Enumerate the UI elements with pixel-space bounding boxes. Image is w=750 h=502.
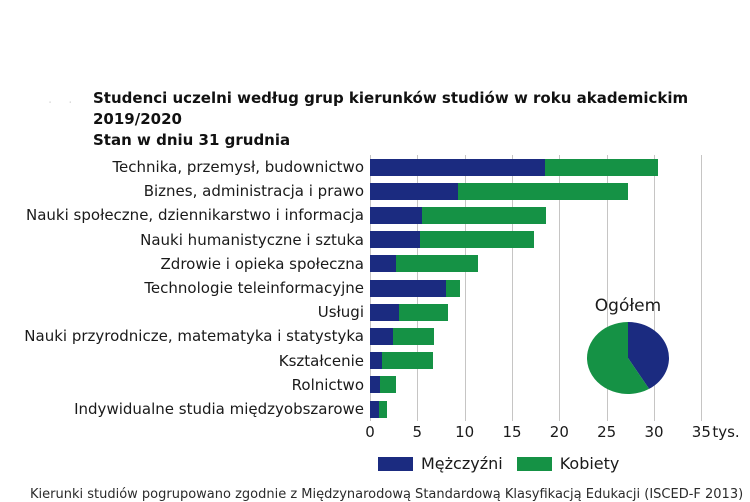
x-tick-label: 0 (365, 423, 375, 441)
category-label: Kształcenie (278, 351, 364, 370)
x-tick-label: 10 (455, 423, 475, 441)
legend-swatch-men (378, 456, 413, 471)
category-label: Zdrowie i opieka społeczna (160, 254, 364, 273)
pie-chart (586, 322, 669, 394)
category-label: Nauki społeczne, dziennikarstwo i inform… (26, 206, 364, 225)
gridline-x-30 (654, 155, 655, 422)
bar-segment-mężczyźni (370, 303, 400, 321)
chart-title: Studenci uczelni według grup kierunków s… (93, 88, 723, 151)
gridline-x-25 (606, 155, 608, 422)
bar-segment-mężczyźni (370, 182, 459, 200)
pie-slice-kobiety (586, 322, 650, 394)
category-label: Indywidualne studia międzyobszarowe (74, 400, 364, 418)
category-label: Usługi (317, 303, 364, 322)
bar-segment-mężczyźni (370, 279, 446, 297)
bar-segment-kobiety (380, 376, 396, 394)
category-label: Nauki przyrodnicze, matematyka i statyst… (24, 327, 364, 346)
bar-segment-mężczyźni (370, 231, 421, 249)
bar-segment-mężczyźni (370, 255, 396, 273)
chart-legend: Mężczyźni Kobiety (378, 454, 619, 473)
category-label: Nauki humanistyczne i sztuka (140, 230, 364, 249)
gridline-x-10 (464, 155, 466, 422)
x-tick-label: 20 (549, 423, 569, 441)
bar-segment-kobiety (382, 352, 434, 370)
bar-segment-kobiety (445, 279, 460, 297)
category-label: Rolnictwo (291, 375, 364, 394)
x-tick-label: 15 (502, 423, 522, 441)
bar-segment-mężczyźni (370, 352, 383, 370)
x-tick-label: 25 (597, 423, 617, 441)
chart-title-line2: Stan w dniu 31 grudnia (93, 131, 291, 149)
pie-chart-title: Ogółem (594, 296, 662, 316)
pie-slice-mężczyźni (628, 322, 669, 389)
bar-segment-mężczyźni (370, 400, 380, 418)
bar-segment-kobiety (458, 182, 629, 200)
bar-segment-kobiety (392, 328, 435, 345)
bar-segment-kobiety (420, 231, 534, 249)
axis-unit-label: tys. (712, 423, 740, 441)
bar-segment-kobiety (395, 255, 478, 273)
legend-item-mężczyźni: Mężczyźni (378, 454, 503, 473)
bar-segment-mężczyźni (370, 158, 546, 176)
gridline-x-15 (512, 155, 513, 422)
legend-item-kobiety: Kobiety (516, 454, 620, 473)
gridline-x-20 (559, 155, 561, 422)
x-tick-label: 5 (412, 423, 423, 441)
bar-segment-kobiety (545, 158, 658, 176)
chart-title-line1: Studenci uczelni według grup kierunków s… (93, 89, 689, 128)
x-tick-label: 30 (644, 423, 664, 441)
bar-segment-kobiety (379, 400, 388, 418)
category-label: Technologie teleinformacyjne (144, 279, 364, 297)
category-label: Technika, przemysł, budownictwo (112, 158, 364, 176)
gridline-x-35 (701, 155, 703, 422)
x-tick-label: 35 (691, 423, 711, 441)
category-label: Biznes, administracja i prawo (143, 182, 364, 201)
bar-segment-mężczyźni (370, 328, 393, 345)
legend-swatch-women (516, 456, 552, 471)
title-faint-prefix: . . (48, 92, 79, 107)
legend-label: Kobiety (559, 454, 620, 473)
bar-segment-kobiety (399, 303, 448, 321)
bar-segment-kobiety (422, 207, 547, 224)
bar-segment-mężczyźni (370, 376, 381, 394)
bar-segment-mężczyźni (370, 207, 423, 224)
legend-label: Mężczyźni (421, 454, 503, 473)
